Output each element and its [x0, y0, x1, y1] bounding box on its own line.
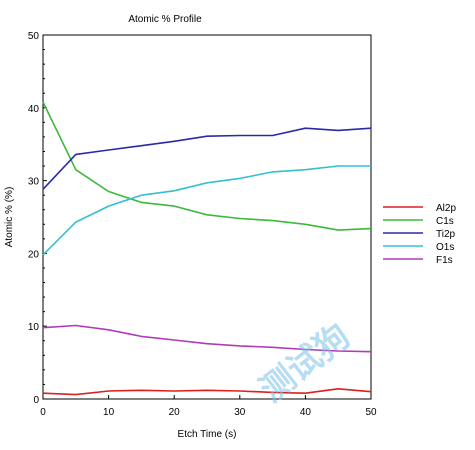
legend: Al2p C1s Ti2p O1s F1s	[383, 203, 456, 266]
y-tick-label: 0	[33, 395, 39, 406]
chart-title: Atomic % Profile	[128, 14, 202, 25]
y-axis: 0 10 20 30 40 50	[28, 31, 47, 406]
y-tick-label: 20	[28, 249, 40, 260]
legend-label-f1s: F1s	[436, 255, 453, 266]
y-tick-label: 50	[28, 31, 40, 42]
series-layer	[42, 101, 372, 396]
x-tick-label: 30	[234, 407, 246, 418]
plot-frame	[42, 34, 372, 400]
y-tick-label: 10	[28, 322, 40, 333]
x-tick-label: 10	[103, 407, 115, 418]
x-axis-title: Etch Time (s)	[178, 429, 237, 440]
y-tick-label: 30	[28, 177, 40, 188]
x-axis: 0 10 20 30 40 50	[40, 395, 377, 418]
x-tick-label: 0	[40, 407, 46, 418]
series-line-f1s	[42, 324, 372, 353]
legend-label-c1s: C1s	[436, 216, 454, 227]
x-tick-label: 50	[365, 407, 377, 418]
series-line-ti2p	[42, 127, 372, 190]
series-line-o1s	[42, 165, 371, 256]
legend-label-al2p: Al2p	[436, 203, 456, 214]
plot-area	[42, 34, 372, 400]
legend-label-ti2p: Ti2p	[436, 229, 456, 240]
x-tick-label: 20	[169, 407, 181, 418]
series-line-al2p	[42, 387, 372, 396]
y-axis-title: Atomic % (%)	[4, 187, 15, 248]
x-tick-label: 40	[300, 407, 312, 418]
series-line-c1s	[42, 101, 372, 231]
y-tick-label: 40	[28, 104, 40, 115]
legend-label-o1s: O1s	[436, 242, 454, 253]
